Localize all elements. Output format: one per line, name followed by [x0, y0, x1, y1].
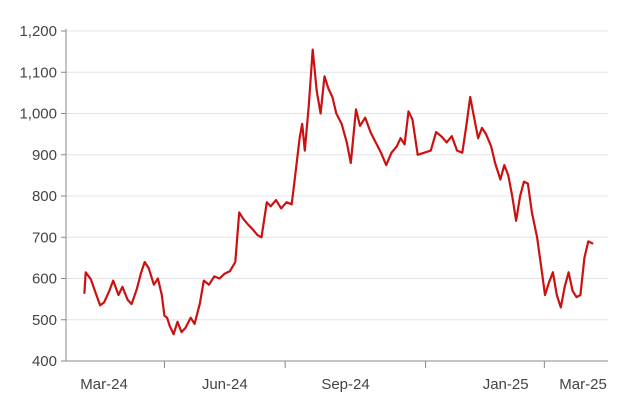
y-tick-label: 1,200 — [19, 23, 57, 40]
y-tick-label: 600 — [32, 271, 57, 288]
series-line — [83, 48, 594, 336]
x-tick-label: Mar-24 — [80, 376, 128, 393]
x-tick-label: Jun-24 — [202, 376, 248, 393]
y-tick-label: 1,100 — [19, 64, 57, 81]
y-tick-label: 400 — [32, 353, 57, 370]
x-tick-label: Sep-24 — [321, 376, 369, 393]
y-tick-label: 500 — [32, 312, 57, 329]
y-tick-label: 700 — [32, 229, 57, 246]
y-tick-label: 800 — [32, 188, 57, 205]
x-tick-label: Jan-25 — [483, 376, 529, 393]
x-tick-label: Mar-25 — [559, 376, 607, 393]
y-tick-label: 1,000 — [19, 106, 57, 123]
y-tick-label: 900 — [32, 147, 57, 164]
